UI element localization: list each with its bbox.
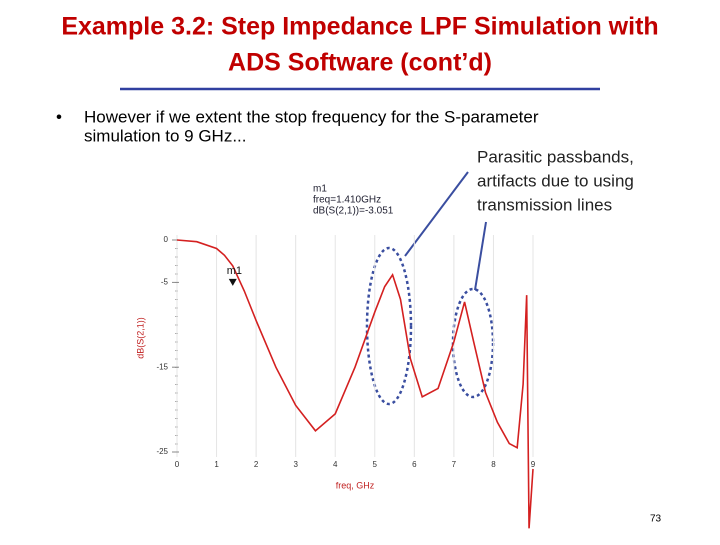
bullet-dot: • xyxy=(56,107,62,126)
marker-readout: freq=1.410GHz xyxy=(313,195,381,206)
marker-readout: dB(S(2,1))=-3.051 xyxy=(313,206,394,217)
x-tick-label: 5 xyxy=(373,460,378,469)
x-tick-label: 6 xyxy=(412,460,417,469)
highlight-ellipse xyxy=(365,246,413,406)
y-tick-label: -15 xyxy=(156,362,168,371)
annotation-line: artifacts due to using xyxy=(477,171,634,190)
y-tick-label: 0 xyxy=(164,235,169,244)
y-tick-label: -25 xyxy=(156,447,168,456)
x-tick-label: 7 xyxy=(452,460,457,469)
y-axis-label: dB(S(2,1)) xyxy=(135,317,145,359)
x-tick-label: 9 xyxy=(531,460,536,469)
annotation-arrow xyxy=(404,171,469,257)
x-tick-label: 3 xyxy=(293,460,298,469)
annotation-line: transmission lines xyxy=(477,195,612,214)
marker xyxy=(228,278,237,286)
x-tick-label: 1 xyxy=(214,460,219,469)
marker-label: m1 xyxy=(227,265,242,277)
y-tick-label: -5 xyxy=(161,278,169,287)
annotation-arrow xyxy=(474,221,487,291)
x-tick-label: 0 xyxy=(175,460,180,469)
annotation-line: Parasitic passbands, xyxy=(477,147,634,166)
x-axis-label: freq, GHz xyxy=(336,480,375,490)
bullet-line: simulation to 9 GHz... xyxy=(84,126,247,145)
x-tick-label: 4 xyxy=(333,460,338,469)
bullet-line: However if we extent the stop frequency … xyxy=(84,107,539,126)
marker-readout: m1 xyxy=(313,184,327,195)
highlight-ellipse xyxy=(451,287,495,399)
title-line: Example 3.2: Step Impedance LPF Simulati… xyxy=(61,13,658,41)
page-number: 73 xyxy=(650,514,662,525)
title-line: ADS Software (cont’d) xyxy=(228,49,492,77)
series-line xyxy=(176,239,534,529)
x-tick-label: 8 xyxy=(491,460,496,469)
x-tick-label: 2 xyxy=(254,460,259,469)
